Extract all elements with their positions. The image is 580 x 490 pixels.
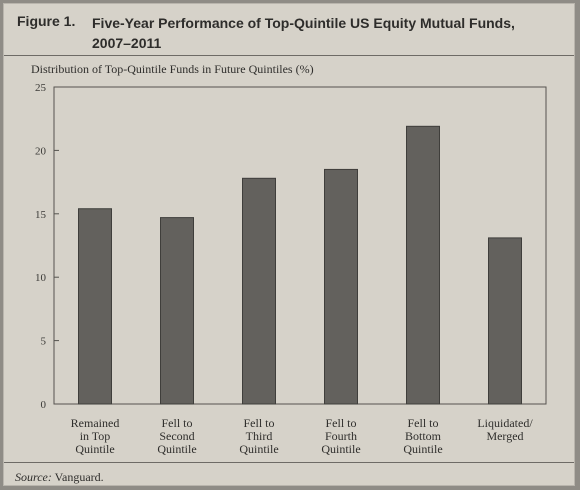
- x-category-label-line: Fourth: [325, 429, 357, 443]
- x-category-label-line: Fell to: [325, 416, 356, 430]
- bottom-rule: [4, 462, 574, 463]
- figure-label: Figure 1.: [17, 13, 76, 29]
- title-rule: [4, 55, 574, 56]
- x-category-label-line: Fell to: [161, 416, 192, 430]
- bar: [78, 208, 112, 405]
- x-category-label-line: Quintile: [75, 442, 114, 456]
- y-tick-label: 15: [35, 209, 47, 221]
- x-category-label: Fell to Second Quintile: [157, 416, 196, 456]
- source-text: Vanguard.: [51, 470, 104, 484]
- x-category-label-line: Merged: [486, 429, 523, 443]
- x-category-label-line: Quintile: [239, 442, 278, 456]
- x-category-label: Fell to Third Quintile: [239, 416, 278, 456]
- y-tick-label: 0: [41, 399, 47, 411]
- x-category-label-line: Quintile: [321, 442, 360, 456]
- x-category-label: Remained in Top Quintile: [71, 416, 120, 456]
- plot-frame: [53, 86, 547, 405]
- source-note: Source: Vanguard.: [15, 470, 104, 485]
- bar: [324, 168, 358, 405]
- y-tick-label: 25: [35, 82, 47, 94]
- figure-title: Five-Year Performance of Top-Quintile US…: [92, 13, 562, 53]
- x-category-label-line: Third: [246, 429, 273, 443]
- y-tick-label: 20: [35, 145, 47, 157]
- x-category-label: Fell to Bottom Quintile: [403, 416, 442, 456]
- bar: [406, 125, 440, 405]
- figure-title-line2: 2007–2011: [92, 35, 162, 51]
- x-category-label: Fell to Fourth Quintile: [321, 416, 360, 456]
- x-category-label: Liquidated/Merged: [477, 416, 533, 443]
- x-category-label-line: Liquidated/: [477, 416, 533, 430]
- x-category-label-line: Quintile: [157, 442, 196, 456]
- bar: [242, 177, 276, 405]
- bar: [160, 217, 194, 405]
- x-category-label-line: Remained: [71, 416, 120, 430]
- x-category-label-line: Bottom: [405, 429, 442, 443]
- x-category-label-line: Fell to: [407, 416, 438, 430]
- x-category-label-line: Quintile: [403, 442, 442, 456]
- x-category-label-line: Fell to: [243, 416, 274, 430]
- y-tick-label: 5: [41, 336, 47, 348]
- x-category-label-line: in Top: [80, 429, 111, 443]
- source-label: Source:: [15, 470, 52, 484]
- x-category-label-line: Second: [159, 429, 194, 443]
- y-tick-label: 10: [35, 272, 47, 284]
- figure-title-line1: Five-Year Performance of Top-Quintile US…: [92, 15, 515, 31]
- bar: [488, 237, 522, 405]
- y-axis-label: Distribution of Top-Quintile Funds in Fu…: [31, 62, 314, 76]
